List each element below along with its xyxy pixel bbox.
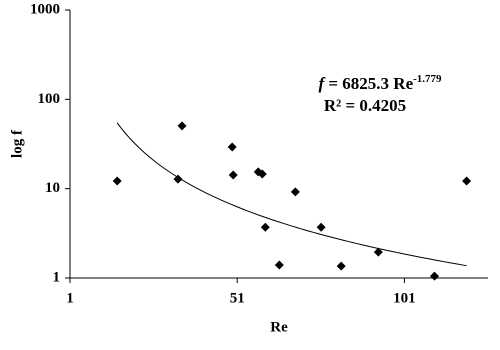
point: [373, 247, 383, 257]
x-axis-label: Re: [270, 319, 288, 335]
equation-variable: Re: [393, 74, 413, 93]
y-axis-label: log f: [9, 129, 25, 158]
point: [274, 260, 284, 270]
point: [290, 187, 300, 197]
point: [227, 142, 237, 152]
equation-coefficient: 6825.3: [342, 74, 389, 93]
point: [173, 174, 183, 184]
equation-lhs: f: [318, 74, 326, 93]
point: [260, 222, 270, 232]
point: [112, 176, 122, 186]
x-tick-label: 51: [230, 290, 245, 306]
equation-equals: =: [328, 74, 338, 93]
point: [462, 176, 472, 186]
equation-exponent: -1.779: [413, 73, 442, 85]
x-tick-label: 1: [66, 290, 74, 306]
y-tick-label: 1: [53, 269, 61, 285]
point: [316, 222, 326, 232]
x-tick-label: 101: [393, 290, 416, 306]
y-tick-label: 100: [38, 91, 61, 107]
r-squared: R² = 0.4205: [324, 96, 406, 115]
point: [257, 169, 267, 179]
y-tick-label: 1000: [30, 1, 60, 17]
trend-line: [116, 122, 467, 267]
point: [177, 121, 187, 131]
point: [336, 261, 346, 271]
trend-equation: f = 6825.3 Re-1.779: [318, 73, 442, 93]
point: [228, 170, 238, 180]
point: [429, 271, 439, 281]
y-tick-label: 10: [45, 180, 60, 196]
